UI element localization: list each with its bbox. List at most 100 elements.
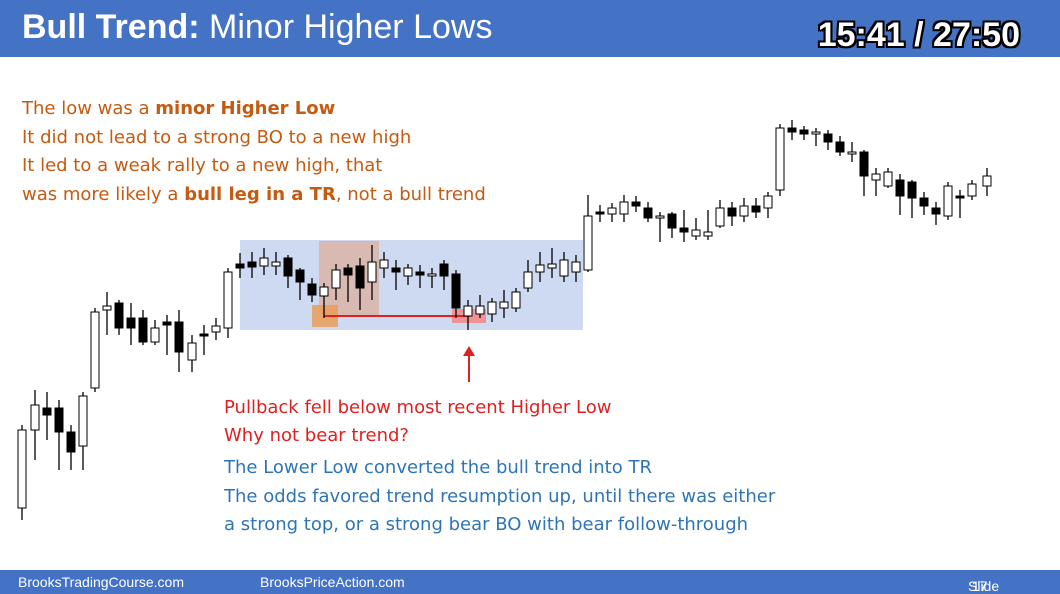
candle [607,203,617,222]
candle [150,320,160,345]
candle [583,195,593,272]
candle [547,248,557,278]
slide-title-bold: Bull Trend: [22,8,200,46]
up-arrow-icon [463,346,475,382]
orange-line-4: was more likely a bull leg in a TR, not … [22,181,486,210]
candle [595,205,605,222]
candle [559,252,569,282]
candle [499,290,509,318]
slide-title: Bull Trend: Minor Higher Lows [22,8,492,47]
candle [319,283,329,318]
candle [211,318,221,340]
candle [763,192,773,218]
candle [355,258,365,310]
footer-left-link[interactable]: BrooksTradingCourse.com [18,574,184,590]
candle [403,264,413,285]
candle [475,295,485,318]
candle [799,126,809,140]
candle [931,202,941,225]
candle [415,265,425,288]
candle [691,218,701,240]
candle [943,182,953,220]
slide-number-value: 17 [971,578,988,594]
candle [895,174,905,215]
candle [679,210,689,242]
candle [187,335,197,372]
candle [66,425,76,470]
candle [42,392,52,440]
slide-header: Bull Trend: Minor Higher Lows 15:41 / 27… [0,0,1060,57]
candle [295,268,305,300]
candle [54,400,64,470]
candle [655,212,665,242]
orange-line-2: It did not lead to a strong BO to a new … [22,126,412,148]
candle [451,270,461,318]
orange-line-1-text: The low was a [22,98,156,119]
candle [126,303,136,345]
red-annotation: Pullback fell below most recent Higher L… [224,394,612,450]
candle [643,202,653,222]
candle [835,136,845,156]
candle [235,253,245,278]
orange-line-4-end: , not a bull trend [335,183,486,205]
candlesticks [17,120,992,520]
orange-line-1: The low was a minor Higher Low [22,95,486,124]
candle [511,288,521,312]
candle [78,392,88,470]
candle [847,142,857,162]
candle [331,264,341,300]
candle [619,195,629,222]
candle [283,255,293,288]
candle [102,292,112,335]
candle [982,168,992,196]
blue-annotation: The Lower Low converted the bull trend i… [224,454,775,540]
candle [367,245,377,300]
candle [811,128,821,146]
candle [955,190,965,218]
candle [535,252,545,282]
candle [523,260,533,292]
candle [907,180,917,218]
candle [391,260,401,290]
blue-line-3: a strong top, or a strong bear BO with b… [224,514,749,535]
blue-line-1: The Lower Low converted the bull trend i… [224,457,652,478]
orange-line-1-bold: minor Higher Low [155,98,336,119]
candle [487,298,497,322]
slide-title-rest: Minor Higher Lows [199,8,493,46]
candle [571,255,581,282]
candle [463,300,473,330]
candle [859,150,869,196]
candle [787,120,797,140]
candle [439,260,449,290]
candle [919,192,929,215]
candle [138,310,148,345]
candle [223,268,233,338]
candle [751,198,761,218]
candle [114,300,124,335]
price-chart [17,120,992,520]
red-line-2: Why not bear trend? [224,425,409,446]
candle [871,168,881,196]
candle [259,248,269,275]
slide-number: Slide 17 [968,574,999,594]
candle [379,252,389,278]
candle [343,264,353,302]
candle [271,252,281,275]
slide-footer: BrooksTradingCourse.com BrooksPriceActio… [0,570,1060,594]
candle [30,390,40,460]
orange-line-4-bold: bull leg in a TR [184,183,336,205]
orange-line-3: It led to a weak rally to a new high, th… [22,155,383,176]
blue-line-2: The odds favored trend resumption up, un… [224,485,776,507]
candle [307,278,317,302]
video-timer: 15:41 / 27:50 [817,16,1020,54]
candle [775,124,785,196]
candle [667,212,677,238]
orange-line-4-text: was more likely a [22,183,185,205]
orange-annotation: The low was a minor Higher Low It did no… [22,95,486,209]
candle [174,310,184,372]
candle [247,252,257,278]
candle [883,168,893,188]
red-line-1: Pullback fell below most recent Higher L… [224,397,612,418]
slide-label: Slide [968,578,1000,594]
footer-center-link[interactable]: BrooksPriceAction.com [260,574,405,590]
